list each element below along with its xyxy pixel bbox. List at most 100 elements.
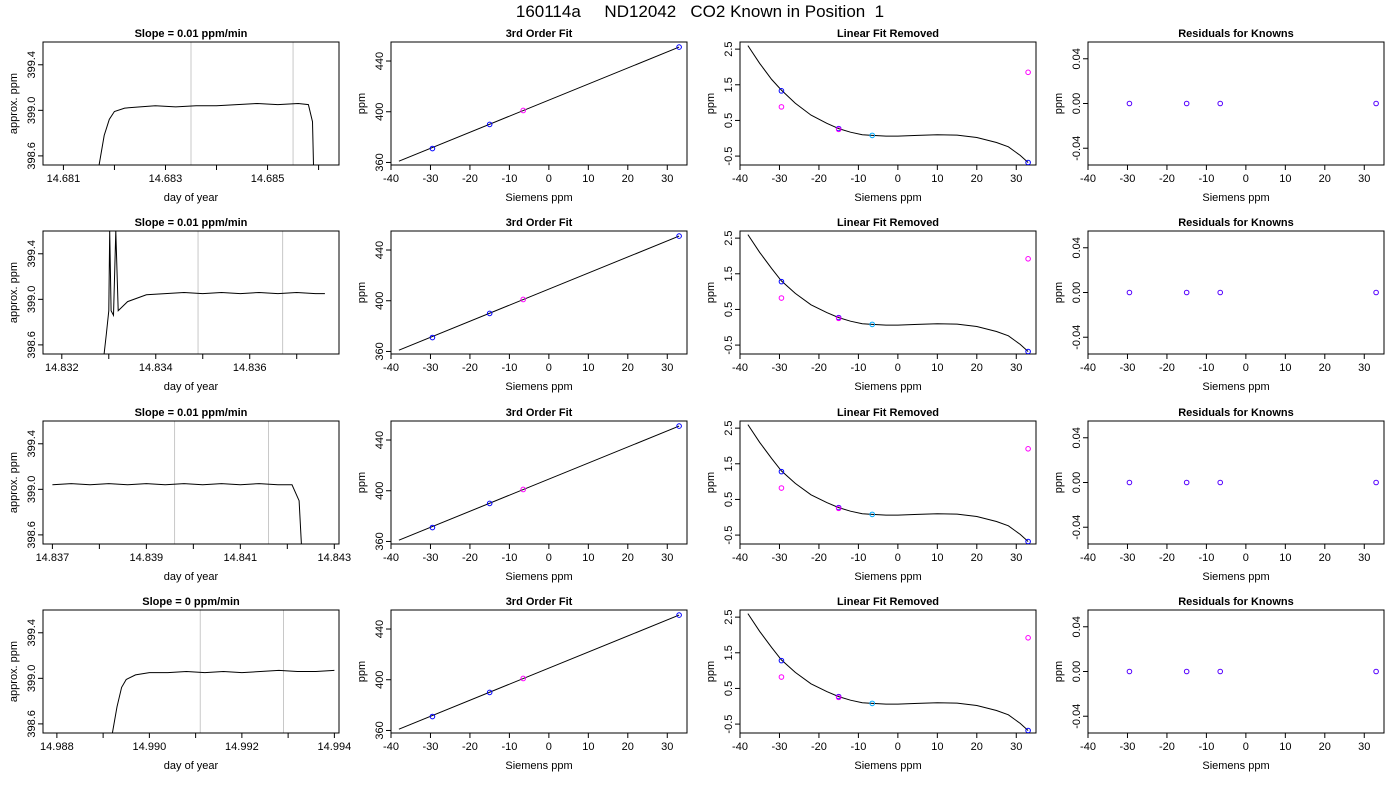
x-tick-label: 14.992 xyxy=(225,741,259,753)
x-tick-label: -10 xyxy=(501,173,517,185)
x-tick-label: -40 xyxy=(383,173,399,185)
x-tick-label: -10 xyxy=(850,741,866,753)
data-point xyxy=(835,694,842,701)
data-point xyxy=(835,505,842,512)
data-point xyxy=(778,485,785,491)
plot-frame xyxy=(739,609,1037,734)
y-axis-label: approx. ppm xyxy=(8,73,20,134)
plot-area xyxy=(398,612,682,730)
data-point xyxy=(778,295,785,301)
panel-title: Linear Fit Removed xyxy=(837,596,939,608)
x-tick-label: -20 xyxy=(811,362,827,374)
x-tick-label: -20 xyxy=(1159,362,1175,374)
y-tick-label: 0.00 xyxy=(1071,472,1083,493)
x-tick-label: 0 xyxy=(1243,552,1249,564)
data-point xyxy=(835,315,842,322)
panel-r4-c4: Residuals for Knowns -40 -30 -20 -10 0 10 20 30 -… xyxy=(1053,596,1385,772)
data-point xyxy=(1373,668,1379,675)
y-tick-label: 360 xyxy=(374,153,386,171)
x-axis-label: Siemens ppm xyxy=(1202,381,1269,393)
plot-frame xyxy=(42,41,340,166)
data-point xyxy=(1373,289,1379,296)
plot-frame xyxy=(739,41,1037,166)
y-tick-label: 400 xyxy=(374,482,386,500)
plot-area xyxy=(747,613,1031,733)
y-tick-label: 0.5 xyxy=(723,113,735,128)
panel-title: Linear Fit Removed xyxy=(837,217,939,229)
y-tick-label: 399.0 xyxy=(26,286,38,314)
y-tick-label: 399.4 xyxy=(26,51,38,79)
x-tick-label: -10 xyxy=(1198,552,1214,564)
x-tick-label: -40 xyxy=(383,362,399,374)
plot-frame xyxy=(390,230,688,355)
y-axis-label: ppm xyxy=(705,661,717,682)
x-tick-label: -30 xyxy=(1120,362,1136,374)
x-tick-label: 0 xyxy=(895,741,901,753)
series-line xyxy=(111,669,335,733)
data-point xyxy=(1373,100,1379,107)
panel-r1-c1: Slope = 0.01 ppm/min 14.681 14.683 14.685 39… xyxy=(8,28,340,204)
x-axis-label: Siemens ppm xyxy=(505,381,572,393)
data-point xyxy=(1025,348,1031,354)
x-tick-label: -20 xyxy=(811,552,827,564)
data-point xyxy=(1025,256,1031,262)
x-axis-label: day of year xyxy=(164,192,219,204)
plot-area xyxy=(1126,668,1379,675)
data-point xyxy=(1126,668,1133,675)
x-tick-label: 14.685 xyxy=(251,173,285,185)
y-axis-label: approx. ppm xyxy=(8,641,20,702)
x-tick-label: -40 xyxy=(732,741,748,753)
y-tick-label: 440 xyxy=(374,52,386,70)
y-tick-label: -0.04 xyxy=(1071,704,1083,729)
x-tick-label: -40 xyxy=(1080,362,1096,374)
x-tick-label: 14.837 xyxy=(36,552,70,564)
plot-area xyxy=(398,44,682,162)
x-tick-label: 10 xyxy=(1279,362,1291,374)
x-tick-label: 10 xyxy=(931,362,943,374)
x-tick-label: -10 xyxy=(1198,173,1214,185)
y-tick-label: 400 xyxy=(374,103,386,121)
x-tick-label: 14.681 xyxy=(47,173,81,185)
data-point xyxy=(486,310,493,317)
x-tick-label: 30 xyxy=(1010,362,1022,374)
data-point xyxy=(1183,479,1190,486)
y-axis-label: ppm xyxy=(705,282,717,303)
data-point xyxy=(676,423,682,429)
x-tick-label: 30 xyxy=(1010,552,1022,564)
data-point xyxy=(1373,479,1379,486)
x-tick-label: 10 xyxy=(1279,552,1291,564)
x-tick-label: 10 xyxy=(931,552,943,564)
data-point xyxy=(869,700,876,707)
data-point xyxy=(778,674,785,680)
y-tick-label: 0.04 xyxy=(1071,616,1083,637)
panel-r2-c1: Slope = 0.01 ppm/min 14.832 14.834 14.836 39… xyxy=(8,217,340,393)
x-tick-label: 30 xyxy=(661,552,673,564)
x-tick-label: -10 xyxy=(850,552,866,564)
x-tick-label: 0 xyxy=(895,552,901,564)
data-point xyxy=(429,334,436,341)
panel-r1-c4: Residuals for Knowns -40 -30 -20 -10 0 10 20 30 -… xyxy=(1053,28,1385,204)
y-tick-label: 1.5 xyxy=(723,77,735,92)
x-tick-label: -30 xyxy=(772,552,788,564)
x-tick-label: 10 xyxy=(931,741,943,753)
y-tick-label: 398.6 xyxy=(26,142,38,170)
data-point xyxy=(1217,289,1224,296)
y-tick-label: 399.0 xyxy=(26,476,38,504)
y-axis-label: ppm xyxy=(356,472,368,493)
x-tick-label: 0 xyxy=(546,173,552,185)
x-tick-label: -40 xyxy=(1080,552,1096,564)
data-point xyxy=(1025,538,1031,544)
y-tick-label: 1.5 xyxy=(723,456,735,471)
panel-title: Residuals for Knowns xyxy=(1178,596,1294,608)
x-tick-label: -30 xyxy=(772,741,788,753)
x-tick-label: -20 xyxy=(1159,741,1175,753)
y-tick-label: 0.04 xyxy=(1071,427,1083,448)
x-tick-label: 14.834 xyxy=(139,362,173,374)
x-tick-label: -10 xyxy=(501,552,517,564)
y-tick-label: 360 xyxy=(374,721,386,739)
x-axis-label: Siemens ppm xyxy=(854,760,921,772)
x-tick-label: -40 xyxy=(383,741,399,753)
data-point xyxy=(486,121,493,128)
data-point xyxy=(778,88,785,94)
fit-curve xyxy=(747,424,1029,542)
